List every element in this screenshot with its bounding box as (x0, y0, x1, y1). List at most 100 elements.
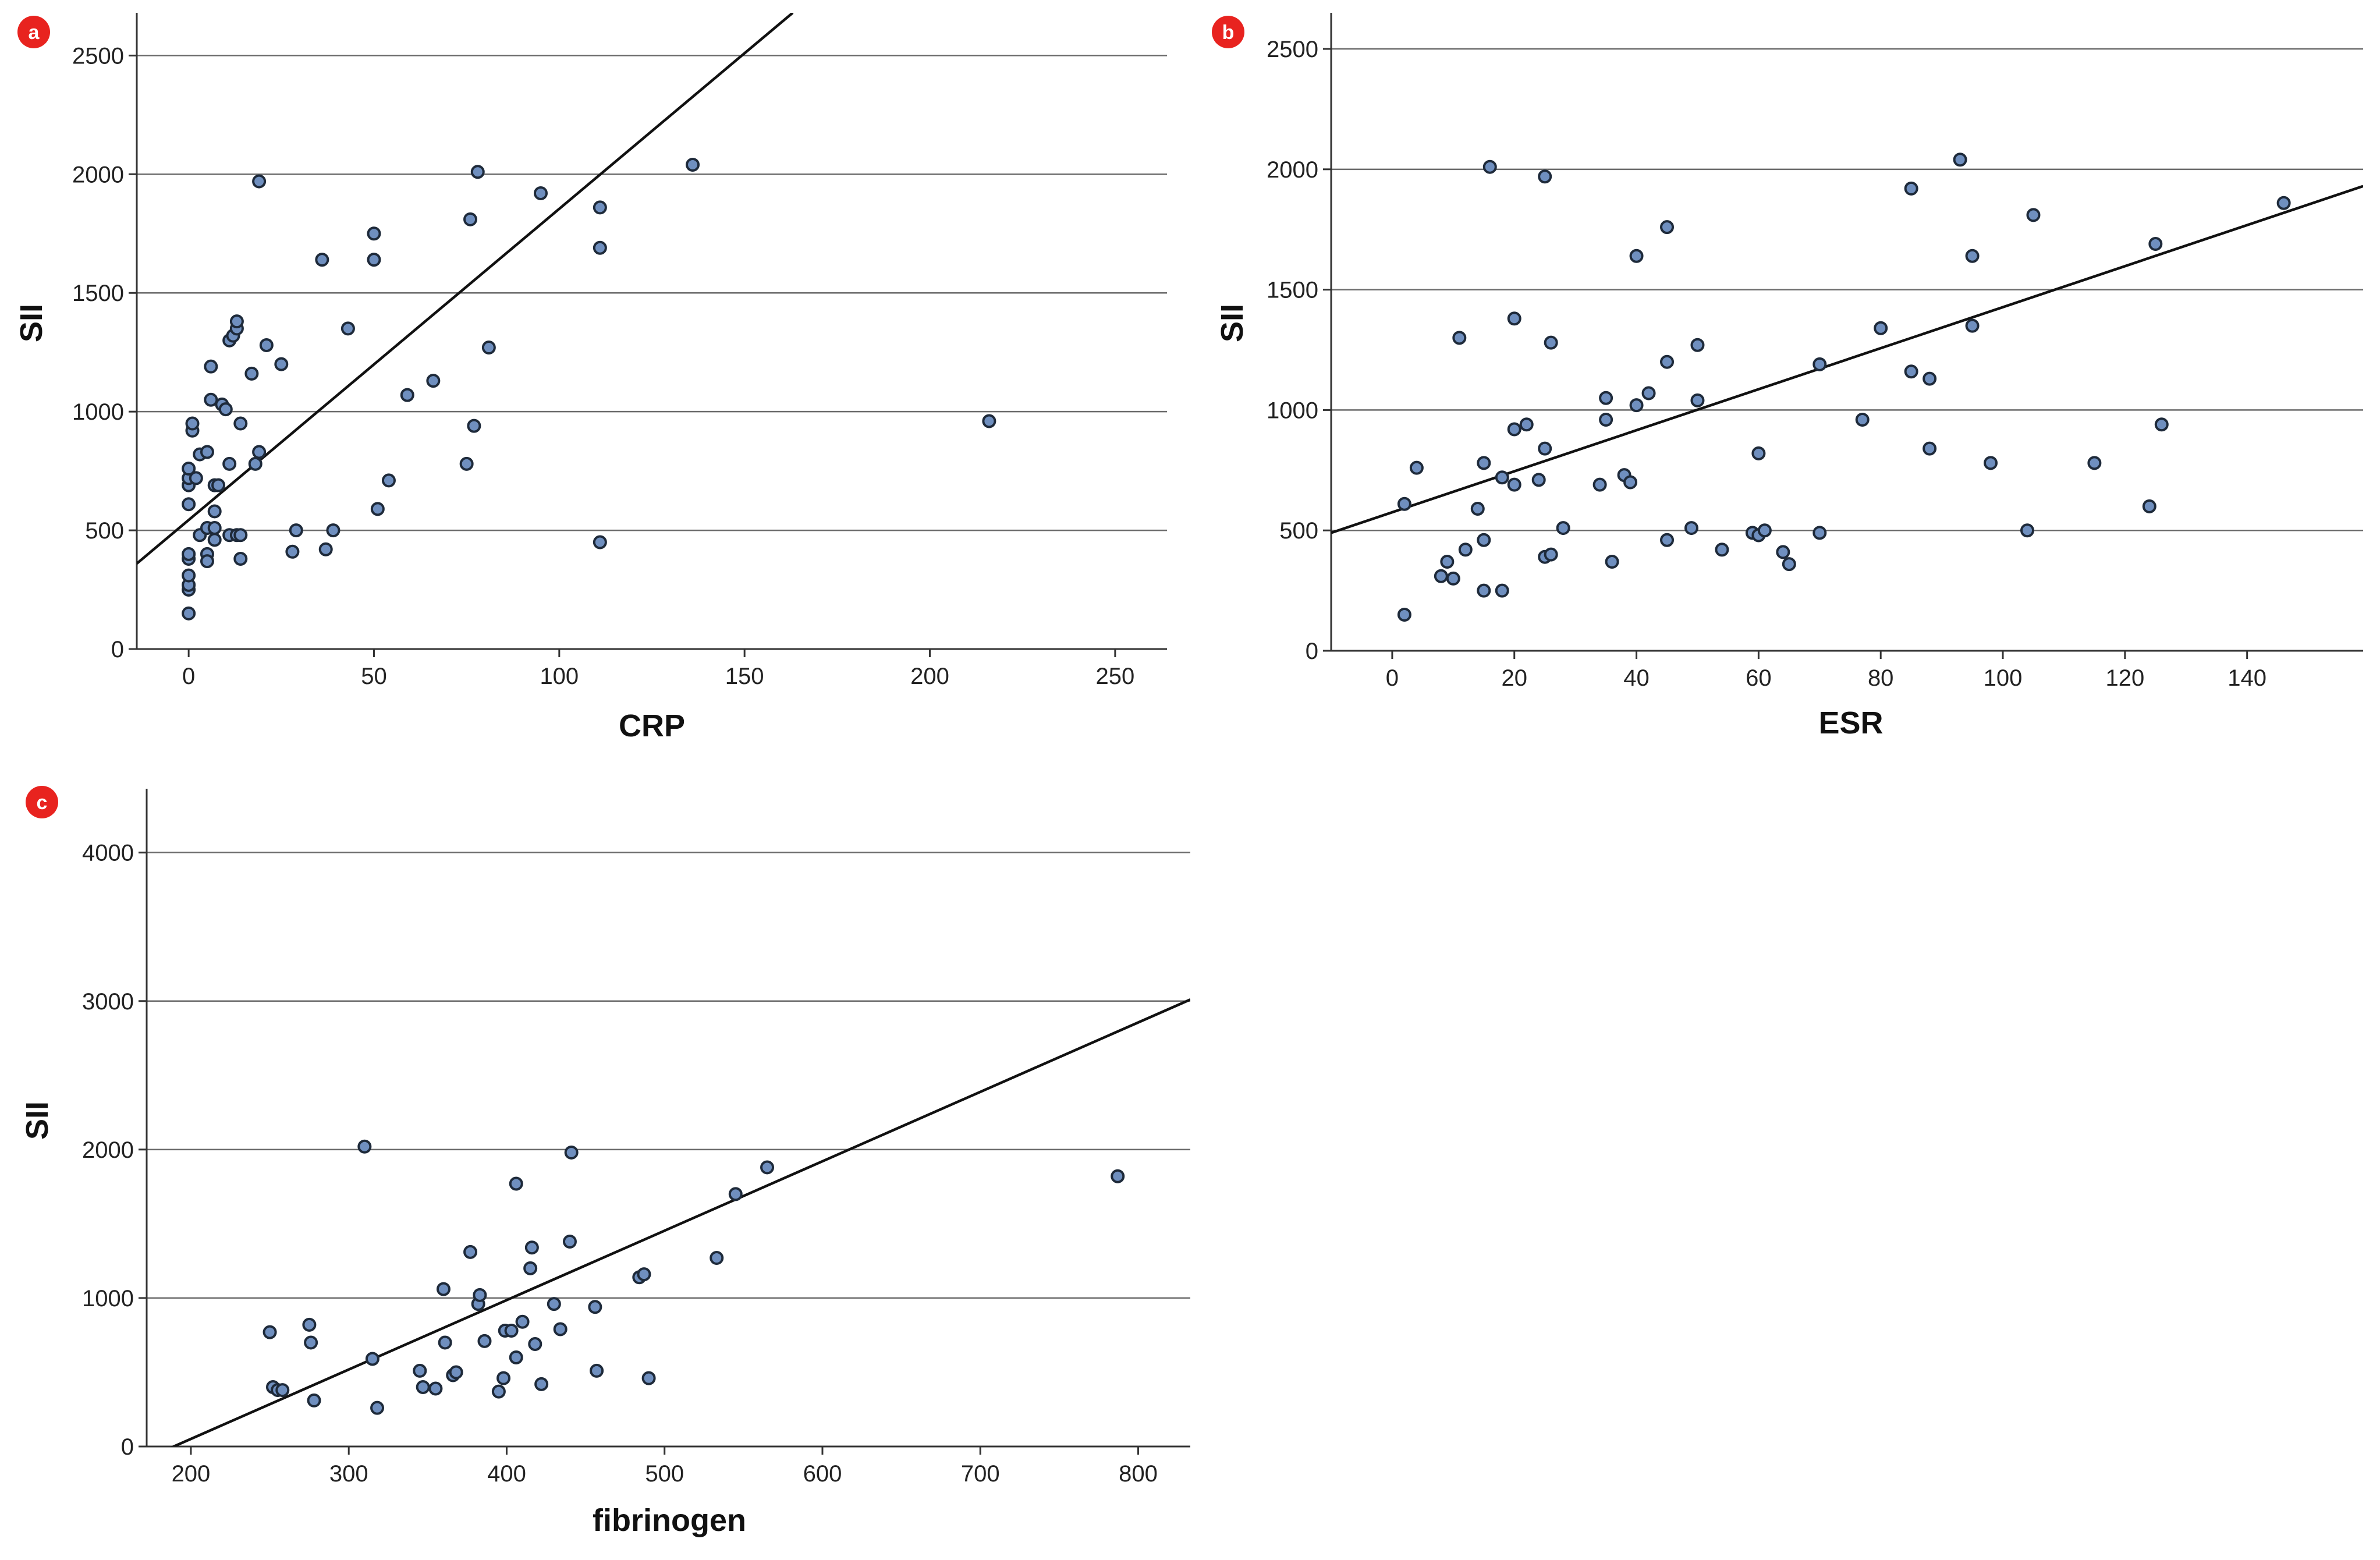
data-point (1599, 412, 1613, 427)
data-point (534, 1377, 549, 1391)
y-tick-label: 2000 (1267, 157, 1318, 183)
data-point (1965, 249, 1980, 263)
data-point (1684, 521, 1698, 536)
data-point (1660, 354, 1675, 369)
data-point (259, 338, 274, 352)
data-point (463, 212, 478, 226)
data-point (229, 314, 244, 329)
x-tick-label: 100 (1984, 665, 2023, 691)
data-point (357, 1139, 372, 1154)
data-point (263, 1325, 277, 1339)
data-point (504, 1324, 519, 1338)
panel-a: 0 500 1000 1500 2000 2500 0 50 100 150 200 250 CRP SI… (14, 13, 1167, 743)
data-point (477, 1334, 492, 1348)
y-tick-label: 1500 (1267, 278, 1318, 303)
data-point (1984, 456, 1998, 470)
data-point (593, 200, 607, 215)
data-point (381, 473, 396, 488)
data-point (467, 419, 481, 433)
data-point (182, 497, 196, 512)
data-point (1599, 391, 1613, 405)
data-point (728, 1187, 743, 1201)
data-point (590, 1363, 604, 1378)
data-point (1470, 501, 1485, 516)
data-point (1397, 607, 1411, 622)
data-point (428, 1381, 443, 1396)
data-point (1923, 371, 1937, 386)
x-axis-title: CRP (619, 708, 685, 743)
panel-label: a (29, 22, 40, 44)
data-point (200, 554, 214, 569)
data-point (463, 1245, 478, 1259)
data-point (252, 445, 267, 459)
data-point (491, 1384, 506, 1399)
x-tick-label: 100 (540, 664, 579, 689)
data-point (289, 523, 303, 538)
data-point (304, 1335, 318, 1350)
data-point (1111, 1169, 1125, 1183)
data-point (533, 186, 548, 200)
data-point (275, 1383, 290, 1398)
data-point (182, 606, 196, 621)
x-tick-label: 0 (1386, 665, 1399, 691)
data-point (553, 1322, 567, 1336)
data-point (1531, 473, 1546, 487)
data-point (2087, 456, 2102, 470)
panel-badge (26, 786, 58, 818)
data-point (710, 1251, 724, 1265)
data-point (218, 402, 233, 417)
x-axis-title: ESR (1818, 705, 1883, 740)
data-point (1477, 456, 1491, 470)
data-point (1519, 417, 1534, 432)
data-point (1507, 422, 1521, 437)
data-point (233, 416, 248, 431)
data-point (1440, 554, 1455, 569)
data-point (365, 1352, 379, 1366)
data-point (593, 240, 607, 255)
data-point (564, 1145, 579, 1160)
data-point (760, 1160, 775, 1175)
y-axis-title: SII (1215, 304, 1250, 342)
data-point (1641, 386, 1656, 400)
y-axis-title: SII (14, 304, 49, 342)
x-tick-label: 80 (1868, 665, 1894, 691)
data-point (182, 462, 196, 476)
data-point (2142, 499, 2156, 513)
data-point (2020, 523, 2034, 538)
data-point (1452, 331, 1467, 345)
data-point (1556, 521, 1570, 536)
data-point (436, 1282, 451, 1296)
data-point (1874, 321, 1888, 335)
data-point (367, 253, 381, 267)
y-tick-label: 3000 (82, 989, 134, 1015)
panel-b: 0 500 1000 1500 2000 2500 0 20 40 60 80 100 120 140 ES… (1212, 13, 2363, 740)
data-point (1495, 470, 1509, 485)
data-point (426, 374, 441, 388)
data-point (274, 357, 289, 371)
x-tick-label: 60 (1746, 665, 1772, 691)
data-point (1629, 249, 1644, 263)
data-point (1813, 526, 1827, 540)
data-point (207, 504, 222, 519)
data-point (2026, 208, 2041, 222)
data-point (1965, 318, 1980, 333)
x-tick-label: 40 (1623, 665, 1650, 691)
y-tick-label: 500 (1279, 518, 1318, 544)
data-point (302, 1317, 317, 1332)
data-point (1782, 557, 1796, 572)
y-tick-label: 1500 (72, 281, 124, 306)
data-point (189, 471, 203, 485)
data-point (222, 456, 237, 471)
data-point (1813, 357, 1827, 371)
data-point (509, 1350, 523, 1364)
x-tick-label: 150 (725, 664, 764, 689)
data-point (1751, 446, 1766, 460)
x-tick-label: 600 (803, 1461, 842, 1487)
data-point (1446, 571, 1460, 586)
x-axis-title: fibrinogen (593, 1503, 746, 1538)
data-point (496, 1371, 511, 1385)
data-point (315, 253, 329, 267)
x-tick-label: 200 (172, 1461, 211, 1487)
y-tick-label: 1000 (1267, 398, 1318, 423)
